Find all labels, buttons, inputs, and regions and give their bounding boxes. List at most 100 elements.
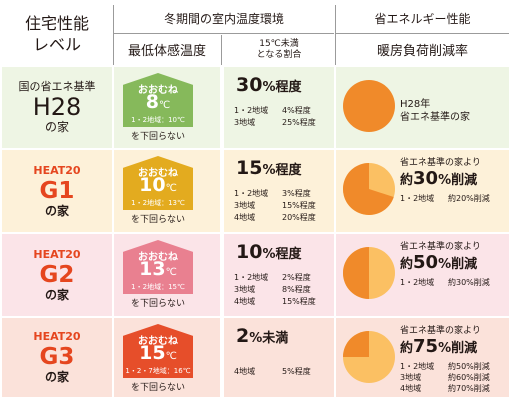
reduction-label-line: 省エネ基準の家	[400, 112, 470, 123]
reduction-note: 4地域 約70%削減	[400, 383, 490, 394]
reduction-prefix: 約	[400, 173, 414, 188]
reduction-pie	[343, 163, 395, 215]
ratio-value: 15	[236, 157, 263, 179]
level-suffix: の家	[44, 287, 69, 302]
house-icon: おおむね 15℃ 1・2・7地域：16℃	[123, 324, 193, 378]
pie-slice-remaining	[343, 247, 369, 299]
temperature-unit: ℃	[165, 267, 177, 278]
temperature-value: 10	[139, 174, 166, 196]
ratio-region: 1・2地域	[234, 106, 269, 115]
reduction-prefix: 約	[400, 341, 414, 356]
reduction-note-region: 1・2地域	[400, 194, 435, 203]
ratio-region-line: 1・2地域 4%程度	[234, 105, 311, 116]
reduction-value: 75	[413, 336, 439, 357]
ratio-region-pct: 3%程度	[282, 189, 311, 198]
temperature-unit: ℃	[165, 183, 177, 194]
ratio-suffix: %程度	[262, 80, 302, 95]
header-ratio-line1: 15℃未満	[259, 38, 299, 49]
level-name: G2	[39, 261, 75, 288]
house-subnote: 1・2・7地域：16℃	[125, 367, 191, 375]
reduction-note: 3地域 約60%削減	[400, 372, 490, 383]
ratio-region: 3地域	[234, 285, 256, 294]
level-row-g3: HEAT20 G3 の家 おおむね 15℃ 1・2・7地域：16℃ を下回らない 2%未満 4地…	[2, 318, 509, 397]
header-level: 住宅性能 レベル	[2, 3, 112, 65]
level-suffix: の家	[44, 120, 69, 134]
ratio-region: 4地域	[234, 367, 256, 376]
ratio-region-pct: 15%程度	[282, 201, 316, 210]
house-subnote: 1・2地域：15℃	[131, 283, 185, 291]
not-below-label: を下回らない	[130, 215, 185, 225]
ratio-region-pct: 4%程度	[282, 106, 311, 115]
min-temp-cell: おおむね 10℃ 1・2地域：13℃ を下回らない	[114, 150, 220, 232]
house-temperature: 15℃	[123, 343, 193, 367]
header-winter-environment: 冬期間の室内温度環境	[163, 11, 284, 26]
ratio-region: 3地域	[234, 201, 256, 210]
house-icon: おおむね 10℃ 1・2地域：13℃	[123, 156, 193, 210]
ratio-region: 4地域	[234, 213, 256, 222]
reduction-note-region: 3地域	[400, 373, 422, 382]
reduction-cell: 省エネ基準の家より 約30%削減 1・2地域 約20%削減	[336, 150, 509, 232]
ratio-region-line: 3地域 8%程度	[234, 284, 311, 295]
reduction-cell: 省エネ基準の家より 約75%削減 1・2地域 約50%削減 3地域 約60%削減 4地域 約7…	[336, 318, 509, 397]
ratio-region-line: 4地域 20%程度	[234, 212, 316, 223]
min-temp-cell: おおむね 13℃ 1・2地域：15℃ を下回らない	[114, 234, 220, 316]
house-temperature: 10℃	[123, 175, 193, 199]
level-name: G1	[39, 177, 75, 204]
level-row-h28: 国の省エネ基準 H28 の家 おおむね 8℃ 1・2地域：10℃ を下回らない 30%程度 1・…	[2, 67, 509, 148]
pie-slice-remaining	[343, 80, 395, 132]
temperature-value: 13	[139, 258, 166, 280]
house-about-label: おおむね	[138, 85, 178, 96]
house-about-label: おおむね	[138, 336, 178, 347]
ratio-value: 2	[236, 325, 250, 347]
ratio-region: 1・2地域	[234, 189, 269, 198]
temperature-value: 15	[139, 342, 166, 364]
ratio-region-line: 3地域 25%程度	[234, 117, 316, 128]
level-small-label: HEAT20	[33, 247, 81, 261]
ratio-main-value: 15%程度	[236, 157, 301, 179]
header-energy-performance: 省エネルギー性能	[374, 11, 471, 26]
reduction-main: 約50%削減	[400, 252, 477, 273]
house-about-label: おおむね	[138, 252, 178, 263]
ratio-main-value: 2%未満	[236, 325, 288, 347]
ratio-region: 4地域	[234, 297, 256, 306]
house-temperature: 8℃	[123, 92, 193, 116]
reduction-note-pct: 約60%削減	[448, 373, 490, 382]
reduction-cell: 省エネ基準の家より 約50%削減 1・2地域 約30%削減	[336, 234, 509, 316]
reduction-main: 約75%削減	[400, 336, 477, 357]
level-small-label: HEAT20	[33, 163, 81, 177]
ratio-cell: 2%未満 4地域 5%程度	[224, 318, 334, 397]
reduction-note-pct: 約70%削減	[448, 384, 490, 393]
pie-slice-remaining	[343, 331, 369, 357]
divider	[114, 33, 334, 34]
house-temperature: 13℃	[123, 259, 193, 283]
ratio-region-pct: 20%程度	[282, 213, 316, 222]
level-cell: HEAT20 G1 の家	[2, 150, 112, 232]
level-suffix: の家	[44, 370, 69, 384]
reduction-pie	[343, 331, 395, 383]
reduction-main: 約30%削減	[400, 168, 477, 189]
reduction-head: 省エネ基準の家より	[400, 242, 481, 252]
ratio-main-value: 10%程度	[236, 241, 301, 263]
reduction-suffix: %削減	[438, 257, 478, 272]
reduction-prefix: 約	[400, 257, 414, 272]
ratio-cell: 15%程度 1・2地域 3%程度 3地域 15%程度 4地域 20%程度	[224, 150, 334, 232]
ratio-region-pct: 8%程度	[282, 285, 311, 294]
reduction-cell: H28年省エネ基準の家	[336, 67, 509, 148]
not-below-label: を下回らない	[130, 383, 185, 393]
level-cell: HEAT20 G2 の家	[2, 234, 112, 316]
reduction-head: 省エネ基準の家より	[400, 326, 481, 336]
ratio-value: 10	[236, 241, 263, 263]
header-ratio: 15℃未満 となる割合	[224, 34, 334, 65]
reduction-value: 30	[413, 168, 439, 189]
reduction-label-line: H28年	[400, 99, 431, 110]
divider	[113, 5, 114, 65]
ratio-suffix: %程度	[262, 247, 302, 262]
ratio-region-line: 1・2地域 2%程度	[234, 272, 311, 283]
ratio-region: 1・2地域	[234, 273, 269, 282]
reduction-pie	[343, 80, 395, 132]
ratio-region: 3地域	[234, 118, 256, 127]
reduction-head: 省エネ基準の家より	[400, 158, 481, 168]
header-ratio-line2: となる割合	[256, 49, 302, 60]
not-below-label: を下回らない	[130, 299, 185, 309]
reduction-suffix: %削減	[438, 173, 478, 188]
